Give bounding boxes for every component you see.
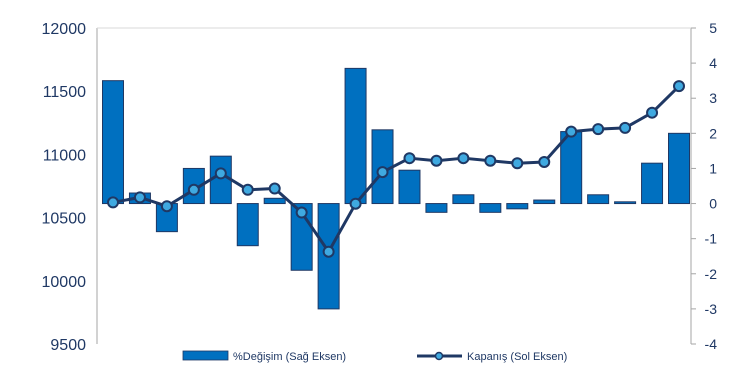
close-point [214, 167, 227, 180]
close-point [268, 182, 281, 195]
change-bar [560, 131, 583, 205]
close-point [538, 155, 551, 168]
right-tick-label: -2 [705, 266, 718, 282]
left-tick-label: 11000 [43, 147, 86, 164]
change-bar [263, 197, 286, 205]
change-bar [102, 80, 124, 205]
left-axis-ticks: 9500 10000 10500 11000 11500 12000 [42, 21, 87, 354]
close-point [457, 152, 470, 165]
close-point [376, 166, 389, 179]
left-tick-label: 10500 [42, 211, 87, 228]
close-point [133, 191, 146, 204]
close-point [160, 200, 173, 213]
change-bar [344, 67, 367, 205]
change-bar [587, 194, 610, 205]
right-tick-label: 1 [709, 160, 717, 176]
right-tick-label: 2 [709, 125, 717, 141]
close-point [511, 157, 524, 170]
change-bar [668, 132, 690, 205]
change-bar [209, 155, 232, 205]
close-point [295, 206, 308, 219]
right-tick-label: 0 [709, 196, 717, 212]
close-point [107, 196, 119, 209]
change-bar [506, 203, 529, 210]
left-tick-label: 12000 [42, 21, 87, 38]
close-point [322, 245, 335, 258]
close-point [565, 125, 578, 138]
close-point [430, 154, 443, 167]
change-bar [398, 169, 421, 205]
right-axis-ticks: -4 -3 -2 -1 0 1 2 3 4 5 [691, 20, 717, 352]
close-point [673, 80, 685, 93]
change-bar [425, 203, 448, 213]
plot-area [96, 27, 692, 344]
change-bar [452, 194, 475, 205]
left-tick-label: 9500 [50, 337, 86, 354]
close-point [403, 152, 416, 165]
right-tick-label: -3 [705, 301, 718, 317]
left-tick-label: 11500 [43, 84, 86, 101]
close-point [187, 183, 200, 196]
right-tick-label: -4 [705, 336, 718, 352]
legend: %Değişim (Sağ Eksen) Kapanış (Sol Eksen) [182, 350, 567, 363]
close-point [592, 123, 605, 136]
change-bar [614, 201, 637, 205]
right-tick-label: 5 [709, 20, 717, 36]
change-bars [102, 67, 690, 310]
change-bar [236, 203, 259, 247]
right-tick-label: 4 [709, 55, 717, 71]
change-bar [641, 162, 664, 205]
close-point [349, 197, 362, 210]
left-tick-label: 10000 [42, 274, 87, 291]
change-bar [533, 199, 556, 205]
change-bar [479, 203, 502, 213]
legend-label-change: %Değişim (Sağ Eksen) [233, 351, 346, 363]
close-point [241, 183, 254, 196]
right-tick-label: -1 [705, 231, 718, 247]
close-point [646, 106, 659, 119]
close-point [484, 154, 497, 167]
close-line [112, 85, 681, 254]
legend-swatch-close-marker [434, 351, 444, 361]
legend-label-close: Kapanış (Sol Eksen) [467, 351, 567, 363]
close-line-series [107, 80, 685, 258]
legend-swatch-change [182, 350, 229, 361]
right-tick-label: 3 [709, 90, 717, 106]
close-point [619, 121, 632, 134]
